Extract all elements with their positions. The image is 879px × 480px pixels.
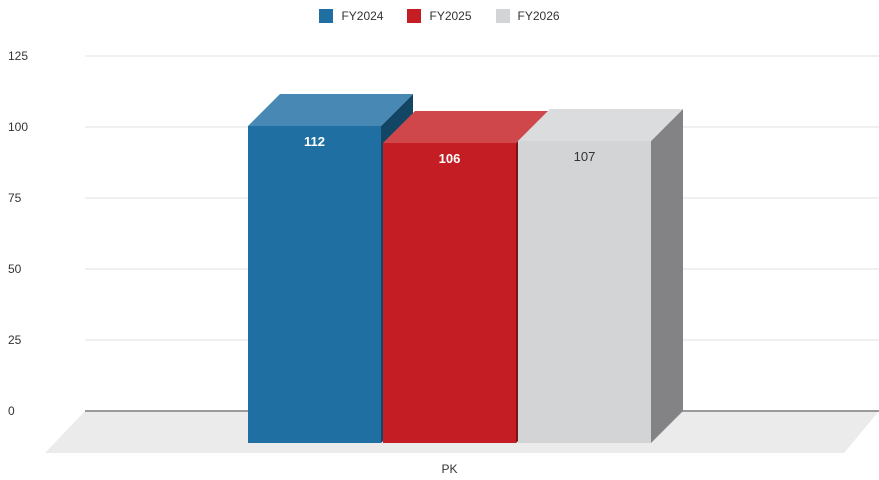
legend-item-fy2026[interactable]: FY2026 (495, 9, 560, 23)
bar-top-fy2025 (383, 111, 548, 143)
bar-top-fy2026 (518, 109, 683, 141)
y-tick-label: 100 (8, 120, 28, 134)
bar-fy2026[interactable] (518, 141, 651, 443)
bar-fy2024[interactable] (248, 126, 381, 443)
legend-swatch-fy2024 (319, 9, 334, 23)
legend-item-fy2025[interactable]: FY2025 (407, 9, 472, 23)
bar-top-fy2024 (248, 94, 413, 126)
y-tick-label: 50 (8, 262, 22, 276)
y-tick-label: 25 (8, 333, 22, 347)
legend-label-fy2026: FY2026 (517, 9, 560, 23)
legend: FY2024 FY2025 FY2026 (0, 9, 879, 23)
bar-fy2025[interactable] (383, 143, 516, 443)
legend-swatch-fy2025 (407, 9, 422, 23)
bar-side-fy2026 (651, 109, 683, 443)
y-tick-label: 0 (8, 404, 15, 418)
y-tick-label: 75 (8, 191, 22, 205)
x-category-label: PK (441, 462, 457, 476)
legend-label-fy2024: FY2024 (341, 9, 384, 23)
legend-label-fy2025: FY2025 (429, 9, 472, 23)
y-tick-label: 125 (8, 49, 28, 63)
data-label-fy2024: 112 (304, 134, 325, 149)
data-label-fy2025: 106 (439, 151, 461, 166)
data-label-fy2026: 107 (574, 149, 596, 164)
legend-swatch-fy2026 (495, 9, 510, 23)
legend-item-fy2024[interactable]: FY2024 (319, 9, 383, 23)
